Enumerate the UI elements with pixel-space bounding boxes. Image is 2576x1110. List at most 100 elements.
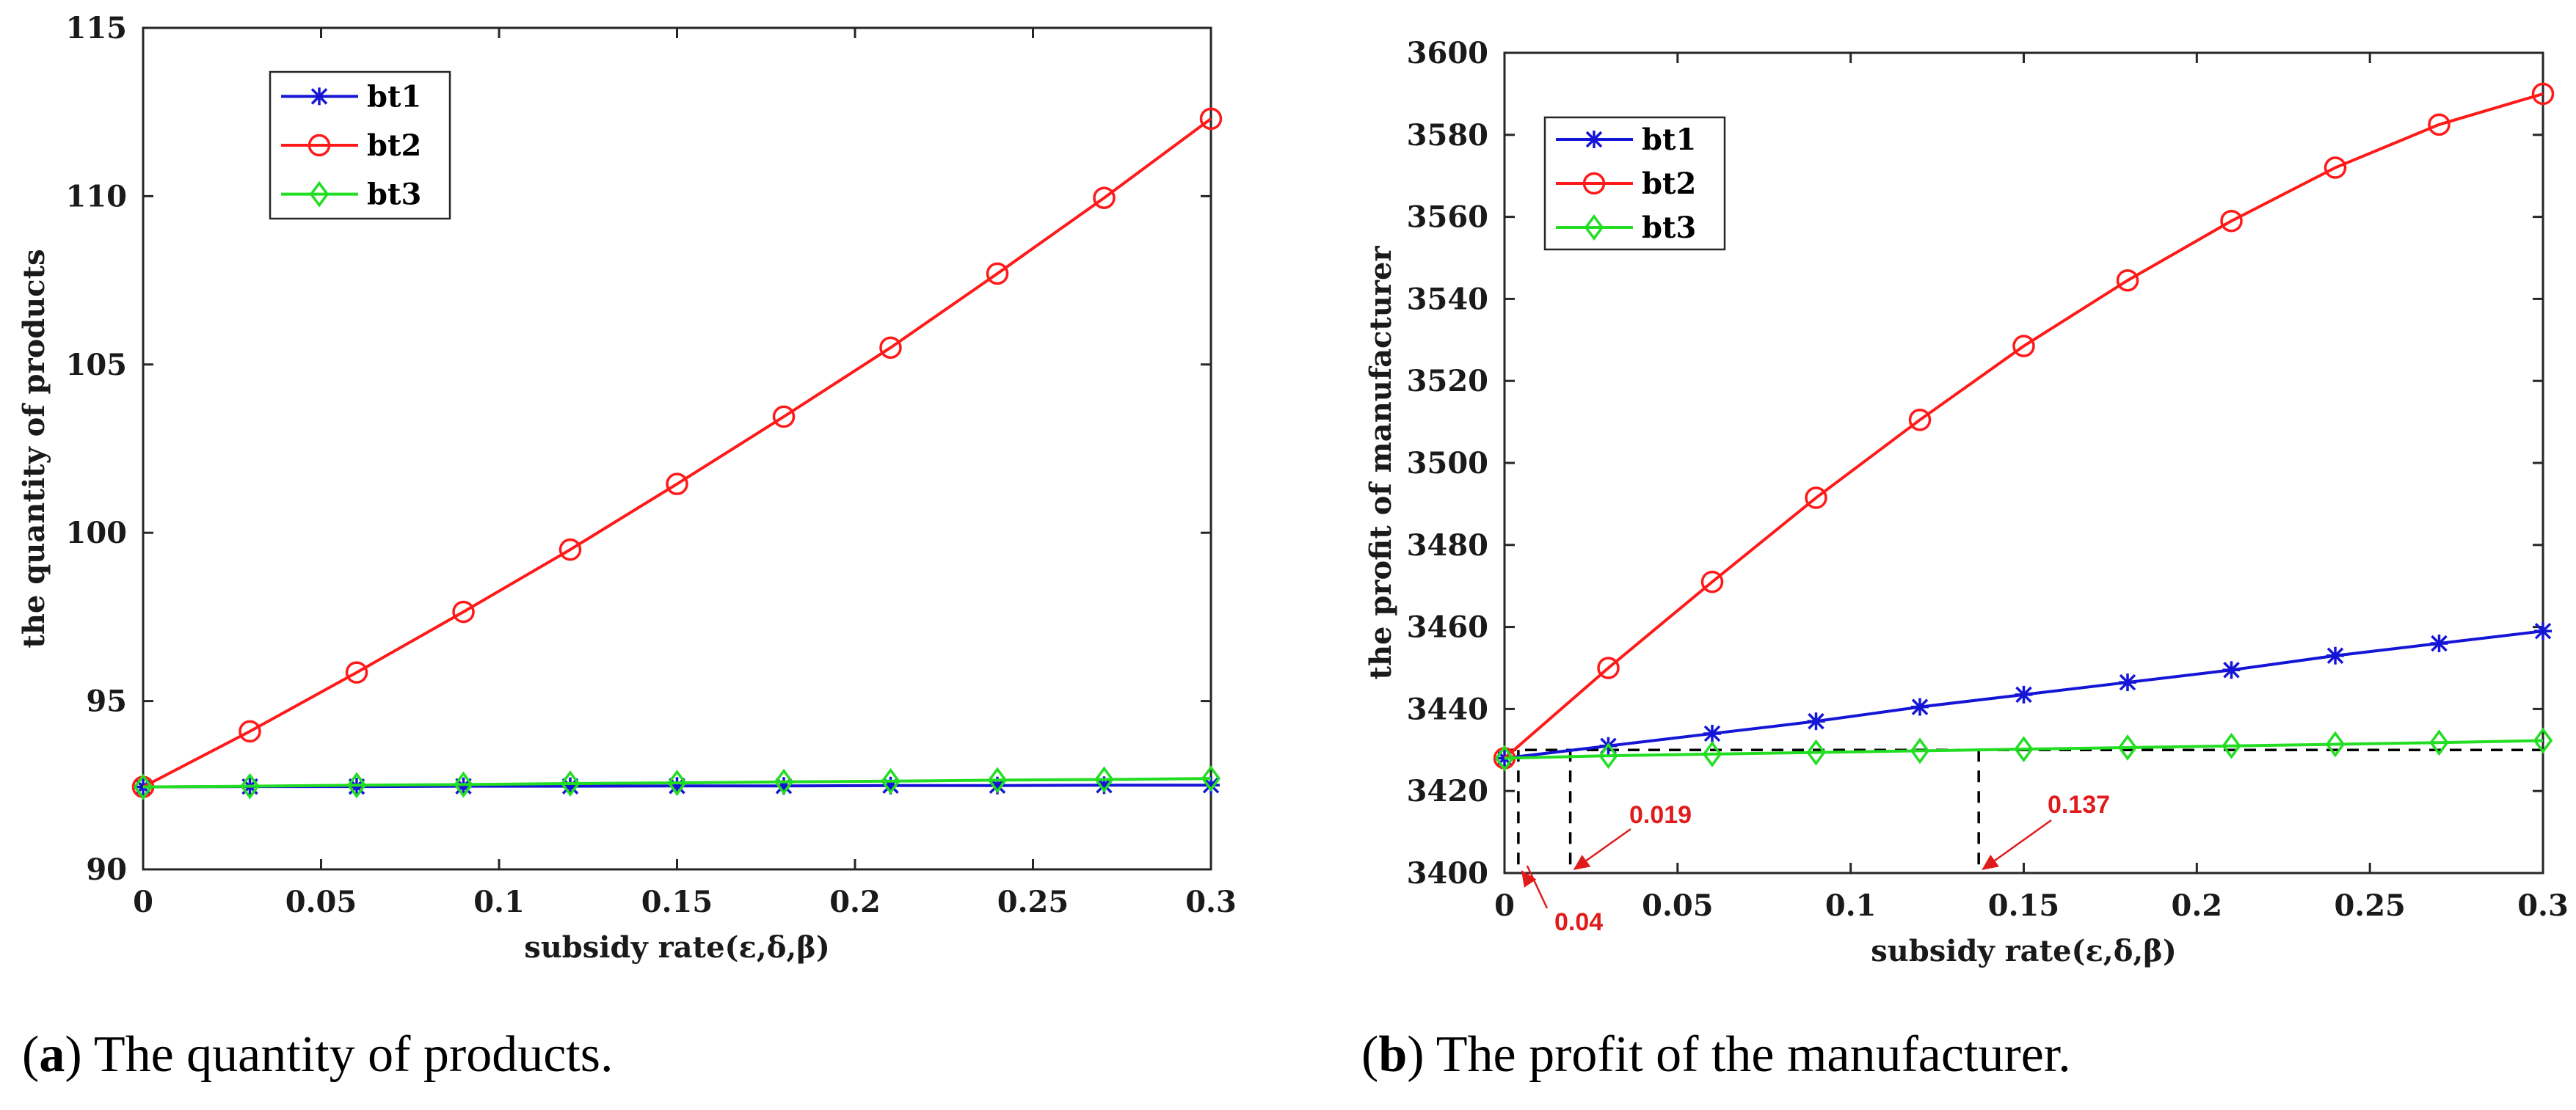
data-point-bt2-b [1908, 409, 1932, 431]
series-line-bt2-a [142, 117, 1212, 789]
data-point-bt3-a [454, 771, 473, 798]
y-axis-label-a: the quantity of products [17, 249, 51, 648]
data-point-bt3-a [240, 773, 260, 800]
annotation-arrowhead-b [1982, 855, 1999, 870]
data-point-bt2-b [2428, 113, 2451, 136]
x-tick-label-b: 0.25 [2334, 888, 2405, 923]
y-tick-label-a: 90 [86, 852, 127, 887]
data-point-bt1-b [2534, 622, 2552, 640]
y-tick-label-a: 115 [66, 11, 128, 45]
data-point-bt1-b [2222, 661, 2241, 679]
data-point-bt2-b [2116, 269, 2139, 292]
chart-a-quantity-of-products: 0 0.05 0.1 0.15 0.2 0.25 0.3 90 95 100 105 110 115 su… [17, 11, 1237, 965]
data-point-bt3-b [1702, 740, 1722, 767]
y-tick-label-a: 95 [86, 684, 127, 719]
data-point-bt2-b [2220, 209, 2243, 233]
data-point-bt2-b [2012, 335, 2035, 357]
legend-label-bt3-a: bt3 [367, 178, 421, 212]
series-line-bt3-b [1504, 739, 2544, 760]
data-point-bt3-a [987, 767, 1008, 794]
x-tick-label-b: 0.3 [2517, 888, 2569, 923]
x-tick-label-b: 0.2 [2172, 888, 2223, 923]
legend-marker-bt1-b [1585, 131, 1603, 148]
caption-a-letter: a [39, 1026, 65, 1083]
y-tick-label-a: 110 [66, 179, 128, 213]
data-point-bt3-a [774, 768, 794, 795]
data-point-bt3-a [346, 772, 367, 799]
data-point-bt1-b [1911, 698, 1929, 716]
legend-label-bt1-b: bt1 [1642, 123, 1696, 157]
caption-b-letter: b [1378, 1026, 1407, 1083]
data-point-bt2-a [559, 538, 582, 561]
data-point-bt3-a [133, 773, 153, 800]
data-point-bt1-b [2430, 634, 2448, 652]
data-point-bt3-a [667, 770, 687, 797]
data-point-bt3-b [1806, 739, 1826, 766]
x-tick-label-b: 0.15 [1988, 888, 2059, 923]
data-point-bt1-b [1807, 712, 1825, 731]
data-point-bt3-a [560, 770, 581, 797]
data-point-bt1-b [2015, 685, 2033, 704]
y-axis-label-b: the profit of manufacturer [1364, 246, 1398, 680]
data-point-bt3-b [2533, 727, 2553, 754]
data-point-bt2-a [345, 661, 368, 684]
x-tick-label-a: 0.25 [997, 885, 1069, 919]
data-point-bt2-b [1597, 657, 1620, 679]
x-axis-label-b: subsidy rate(ε,δ,β) [1871, 934, 2177, 968]
data-point-bt2-b [2531, 82, 2555, 106]
legend-marker-bt3-b [1584, 214, 1604, 241]
y-tick-label-b: 3580 [1407, 118, 1488, 153]
annotation-label-b: 0.04 [1554, 908, 1603, 936]
data-point-bt3-b [2222, 732, 2241, 759]
annotation-arrow-b [1526, 865, 1549, 909]
annotation-arrowhead-b [1573, 855, 1591, 870]
data-point-bt2-a [239, 720, 261, 743]
x-tick-label-a: 0.05 [285, 885, 357, 919]
series-line-bt2-b [1503, 92, 2544, 759]
data-point-bt3-b [1910, 737, 1930, 764]
y-tick-label-b: 3540 [1407, 282, 1488, 316]
series-line-bt3-a [142, 777, 1212, 789]
x-tick-label-b: 0 [1494, 888, 1515, 923]
y-tick-label-b: 3440 [1407, 692, 1488, 726]
annotation-arrow-b [1578, 828, 1631, 867]
y-tick-label-b: 3520 [1407, 364, 1488, 398]
y-tick-label-b: 3500 [1407, 446, 1488, 481]
data-point-bt3-a [1201, 765, 1221, 792]
x-tick-label-a: 0.3 [1185, 885, 1237, 919]
data-point-bt2-a [666, 472, 688, 495]
data-point-bt3-b [1494, 745, 1515, 772]
y-tick-label-a: 100 [66, 516, 128, 550]
data-point-bt2-a [772, 405, 796, 428]
data-point-bt2-a [1199, 107, 1223, 131]
data-point-bt2-a [452, 600, 475, 624]
chart-b-profit-of-manufacturer: 0 0.05 0.1 0.15 0.2 0.25 0.3 3400 3420 3440 3460 34… [1364, 36, 2569, 968]
caption-a-text: ) The quantity of products. [65, 1026, 613, 1083]
legend-label-bt1-a: bt1 [367, 79, 421, 114]
data-point-bt2-b [1700, 570, 1724, 594]
x-tick-label-a: 0.1 [473, 885, 525, 919]
legend-label-bt3-b: bt3 [1642, 211, 1696, 245]
caption-a: (a) The quantity of products. [22, 1026, 613, 1083]
caption-b-text: ) The profit of the manufacturer. [1407, 1026, 2070, 1083]
data-point-bt3-a [881, 767, 900, 795]
data-point-bt2-b [2324, 156, 2347, 179]
data-point-bt3-b [2117, 734, 2138, 761]
legend-marker-bt2-a [308, 134, 331, 157]
y-tick-label-b: 3480 [1407, 528, 1488, 563]
data-point-bt1-b [1703, 724, 1721, 742]
legend-marker-bt2-b [1582, 172, 1606, 195]
data-point-bt3-b [2014, 736, 2034, 763]
data-point-bt3-b [1598, 742, 1618, 770]
data-point-bt3-b [2429, 729, 2449, 756]
x-tick-label-a: 0.2 [829, 885, 881, 919]
annotation-label-b: 0.137 [2048, 791, 2110, 819]
data-point-bt2-a [879, 336, 902, 359]
x-tick-label-b: 0.1 [1825, 888, 1877, 923]
x-tick-label-a: 0 [133, 885, 153, 919]
data-point-bt3-b [2325, 731, 2346, 758]
data-point-bt1-b [2326, 646, 2344, 665]
legend-label-bt2-b: bt2 [1642, 167, 1696, 201]
x-axis-label-a: subsidy rate(ε,δ,β) [524, 930, 830, 965]
